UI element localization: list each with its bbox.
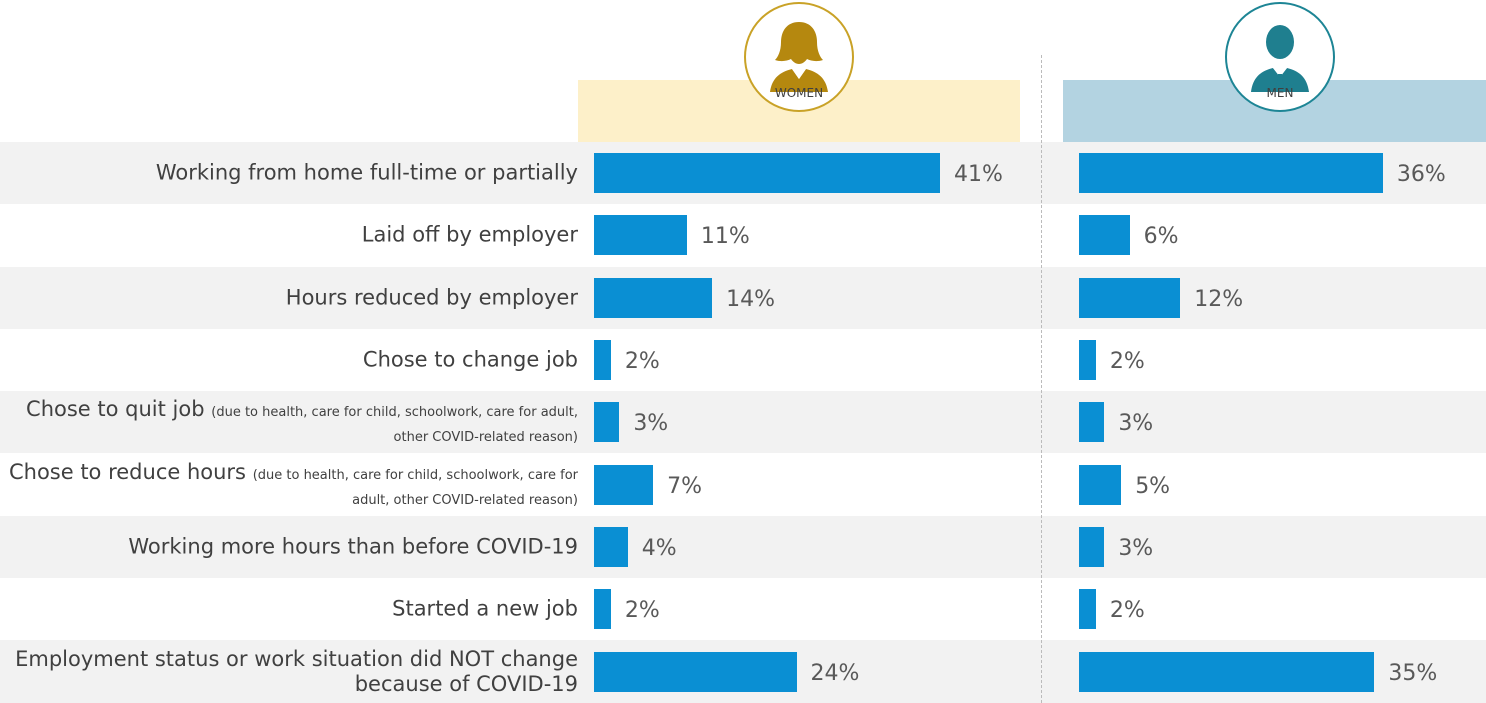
value-label: 35% <box>1388 660 1438 686</box>
women-icon <box>770 22 828 92</box>
bar <box>1079 589 1096 630</box>
value-label: 2% <box>1109 349 1145 375</box>
value-label: 4% <box>641 535 677 561</box>
bar <box>1079 153 1383 194</box>
category-text: Employment status or work situation did … <box>15 646 578 696</box>
category-label: Employment status or work situation did … <box>8 647 578 697</box>
row: Employment status or work situation did … <box>0 640 1486 703</box>
women-badge: WOMEN <box>744 2 854 112</box>
value-label: 5% <box>1135 473 1171 499</box>
row: Hours reduced by employer 14% 12% <box>0 266 1486 329</box>
category-label: Started a new job <box>8 597 578 622</box>
value-label: 41% <box>954 162 1003 188</box>
category-text: Started a new job <box>392 596 578 621</box>
series-name: MEN <box>1266 86 1294 100</box>
bar <box>1079 340 1096 381</box>
value-label: 12% <box>1194 286 1244 312</box>
bar <box>594 153 941 194</box>
value-label: 3% <box>633 411 669 437</box>
value-label: 36% <box>1396 162 1446 188</box>
panel-divider <box>1041 55 1042 703</box>
row: Working more hours than before COVID-19 4… <box>0 515 1486 579</box>
bar <box>594 340 611 381</box>
category-label: Chose to change job <box>8 348 578 373</box>
row: Chose to reduce hours (due to health, ca… <box>0 453 1486 516</box>
bar <box>1079 277 1181 318</box>
bar <box>1079 651 1375 692</box>
category-text: Chose to quit job <box>26 397 205 422</box>
value-label: 7% <box>667 473 702 499</box>
category-text: Laid off by employer <box>361 222 578 247</box>
category-label: Chose to reduce hours (due to health, ca… <box>8 460 578 510</box>
bar <box>1079 215 1130 256</box>
row: Working from home full-time or partially… <box>0 142 1486 205</box>
value-label: 3% <box>1118 535 1154 561</box>
bar <box>1079 402 1105 443</box>
bar <box>594 277 713 318</box>
value-label: 3% <box>1118 411 1154 437</box>
men-icon <box>1251 25 1309 92</box>
category-label: Working from home full-time or partially <box>8 161 578 186</box>
bar <box>594 402 620 443</box>
category-text: Working from home full-time or partially <box>155 160 578 185</box>
category-text: Chose to reduce hours <box>8 459 246 484</box>
row: Laid off by employer 11% 6% <box>0 204 1486 267</box>
bar <box>594 651 797 692</box>
category-text: Hours reduced by employer <box>285 285 578 310</box>
bar <box>594 215 687 256</box>
category-label: Chose to quit job (due to health, care f… <box>8 397 578 447</box>
value-label: 11% <box>700 224 750 250</box>
men-badge: MEN <box>1225 2 1335 112</box>
bar <box>594 464 654 505</box>
category-detail: (due to health, care for child, schoolwo… <box>211 405 578 446</box>
bar <box>594 526 628 567</box>
value-label: 14% <box>726 286 776 312</box>
row: Chose to change job 2% 2% <box>0 328 1486 392</box>
value-label: 24% <box>810 660 860 686</box>
category-text: Chose to change job <box>362 347 578 372</box>
series-name: WOMEN <box>774 86 824 100</box>
row: Started a new job 2% 2% <box>0 578 1486 641</box>
category-detail: (due to health, care for child, schoolwo… <box>252 467 578 508</box>
category-text: Working more hours than before COVID-19 <box>128 534 578 559</box>
category-label: Working more hours than before COVID-19 <box>8 534 578 559</box>
value-label: 6% <box>1143 224 1179 250</box>
bar <box>594 589 611 630</box>
category-label: Laid off by employer <box>8 223 578 248</box>
category-label: Hours reduced by employer <box>8 285 578 310</box>
value-label: 2% <box>1109 598 1145 624</box>
value-label: 2% <box>624 349 660 375</box>
bar <box>1079 526 1105 567</box>
row: Chose to quit job (due to health, care f… <box>0 391 1486 454</box>
bar <box>1079 464 1122 505</box>
value-label: 2% <box>624 598 660 624</box>
